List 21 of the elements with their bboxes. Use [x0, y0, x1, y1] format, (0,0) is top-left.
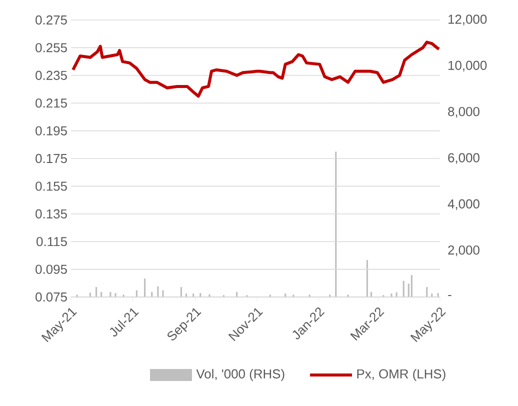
y-tick-label: 0.095 — [36, 264, 67, 274]
y2-tick-label: 10,000 — [448, 60, 487, 72]
y2-tick-label: 6,000 — [448, 153, 480, 164]
y2-tick-label: 4,000 — [448, 199, 480, 210]
y-tick-label: 0.155 — [36, 182, 67, 191]
y-tick-label: 0.115 — [36, 237, 67, 246]
y-tick-label: 0.135 — [36, 209, 67, 218]
y2-tick-label: 8,000 — [448, 106, 480, 118]
y-tick-label: 0.275 — [36, 15, 67, 25]
y2-tick-label: - — [448, 295, 452, 296]
line-series — [72, 40, 440, 98]
y2-tick-label: 12,000 — [448, 14, 487, 26]
y-tick-label: 0.075 — [36, 292, 67, 302]
y-tick-label: 0.175 — [36, 154, 67, 164]
y-tick-label: 0.215 — [36, 98, 67, 108]
y-tick-label: 0.195 — [36, 126, 67, 136]
y-tick-label: 0.255 — [36, 43, 67, 52]
y2-tick-label: 2,000 — [448, 245, 480, 256]
legend-label: Vol, '000 (RHS) — [196, 368, 284, 382]
y-tick-label: 0.235 — [36, 70, 67, 80]
legend-label: Px, OMR (LHS) — [357, 368, 446, 382]
